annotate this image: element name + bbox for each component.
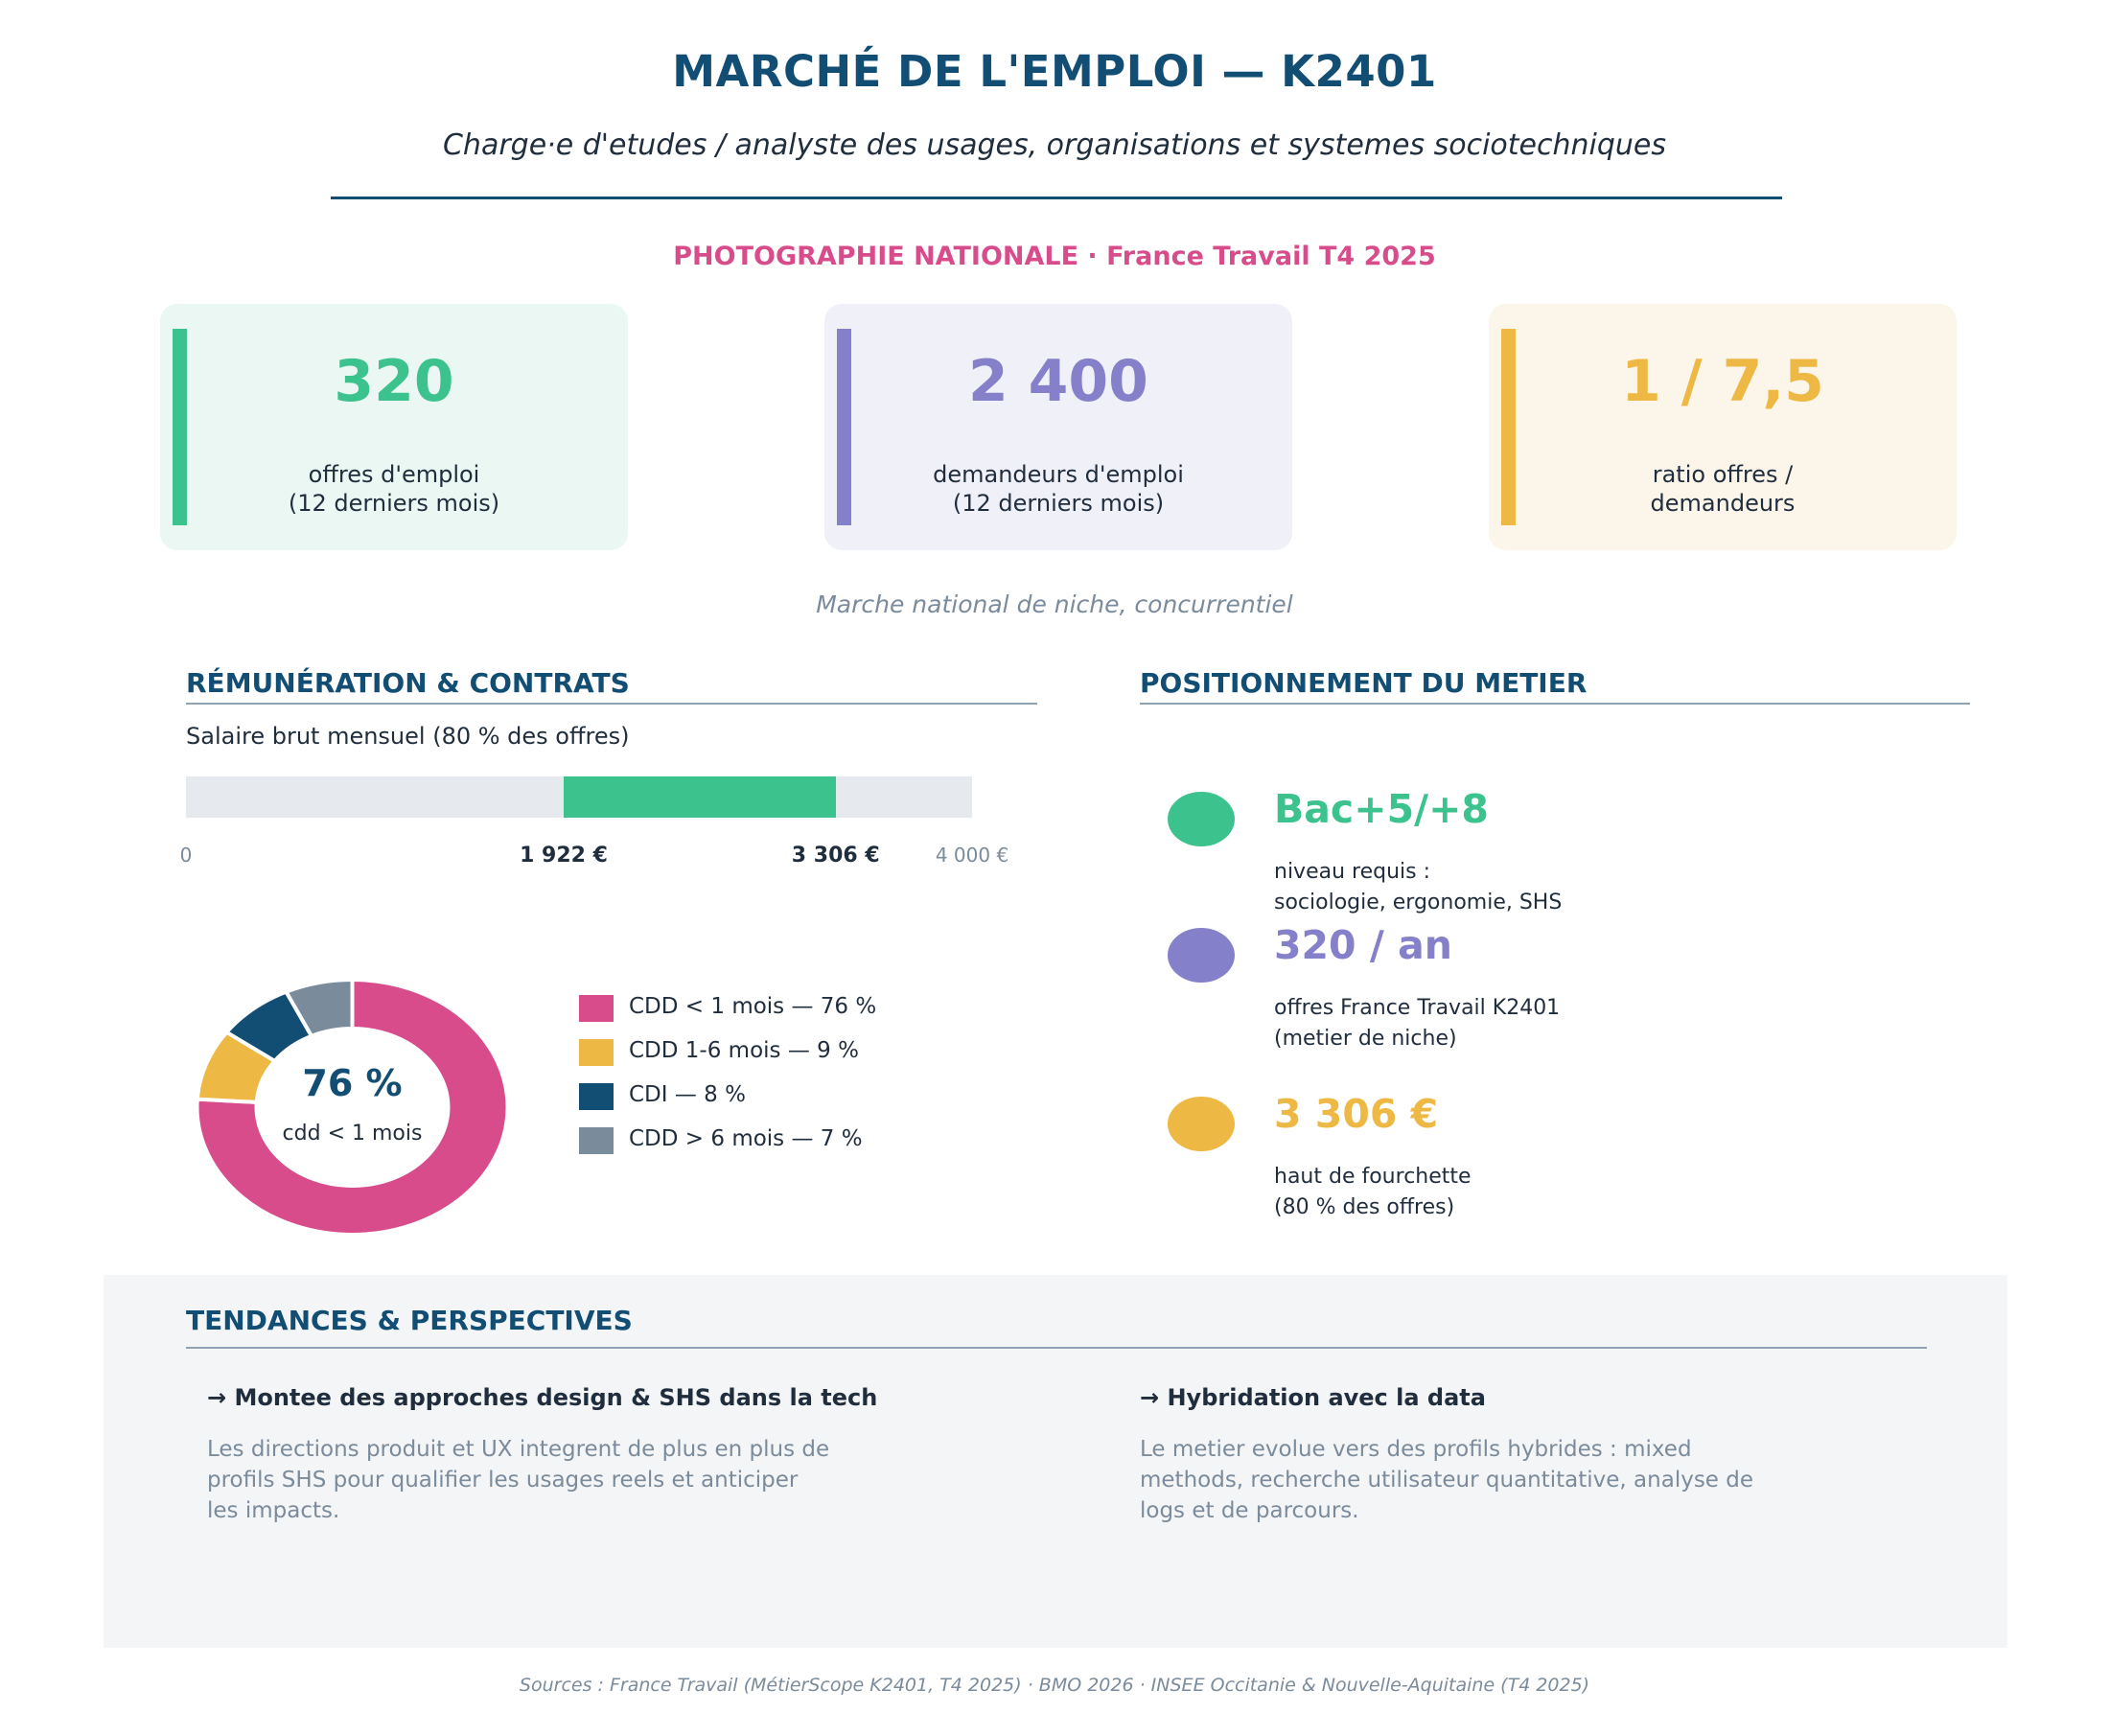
trend-heading: → Hybridation avec la data <box>1140 1384 1486 1411</box>
kpi-card-ratio: 1 / 7,5 ratio offres / demandeurs <box>1489 304 1957 550</box>
kpi-label-line: (12 derniers mois) <box>288 490 500 517</box>
trends-panel <box>104 1275 2007 1648</box>
position-desc: niveau requis : sociologie, ergonomie, S… <box>1274 857 1562 918</box>
section-title-tendances: TENDANCES & PERSPECTIVES <box>186 1305 633 1336</box>
kpi-label-line: offres d'emploi <box>308 461 480 488</box>
salary-axis-max: 4 000 € <box>935 844 1009 867</box>
trend-body-line: logs et de parcours. <box>1140 1498 1359 1523</box>
kpi-label: offres d'emploi (12 derniers mois) <box>160 460 628 518</box>
legend-label: CDD > 6 mois — 7 % <box>629 1126 863 1151</box>
legend-swatch <box>579 1083 614 1110</box>
trend-body: Le metier evolue vers des profils hybrid… <box>1140 1434 1792 1526</box>
donut-center-value: 76 % <box>302 1062 402 1104</box>
donut-slice-cdd-1-mois <box>195 977 510 1237</box>
salary-range-track <box>186 776 972 818</box>
trend-body-line: profils SHS pour qualifier les usages re… <box>207 1468 799 1493</box>
legend-label: CDD < 1 mois — 76 % <box>629 994 877 1019</box>
kpi-accent-bar <box>1501 329 1516 525</box>
position-value: 320 / an <box>1274 922 1452 968</box>
kpi-value: 2 400 <box>968 348 1148 415</box>
position-desc-line: sociologie, ergonomie, SHS <box>1274 891 1563 914</box>
salary-low-label: 1 922 € <box>520 844 608 868</box>
position-desc-line: niveau requis : <box>1274 860 1431 884</box>
section-divider <box>1140 703 1970 705</box>
section-title-positionnement: POSITIONNEMENT DU METIER <box>1140 667 1588 699</box>
contract-donut-chart: 76 % cdd < 1 mois <box>195 977 510 1237</box>
trend-body-line: Le metier evolue vers des profils hybrid… <box>1140 1437 1692 1462</box>
position-desc-line: (metier de niche) <box>1274 1027 1457 1051</box>
indicator-dot <box>1168 928 1235 983</box>
kpi-label: ratio offres / demandeurs <box>1489 460 1957 518</box>
position-value: Bac+5/+8 <box>1274 786 1489 832</box>
kpi-value: 320 <box>334 348 454 415</box>
sources-footnote: Sources : France Travail (MétierScope K2… <box>519 1675 1590 1696</box>
legend-swatch <box>579 1127 614 1154</box>
kpi-accent-bar <box>173 329 187 525</box>
position-desc-line: (80 % des offres) <box>1274 1195 1455 1219</box>
section-divider <box>186 703 1037 705</box>
indicator-dot <box>1168 1097 1235 1151</box>
indicator-dot <box>1168 792 1235 846</box>
kpi-label-line: (12 derniers mois) <box>952 490 1165 517</box>
donut-center-label: cdd < 1 mois <box>283 1122 423 1146</box>
position-desc: haut de fourchette (80 % des offres) <box>1274 1162 1472 1223</box>
section-divider <box>186 1347 1927 1349</box>
position-desc-line: haut de fourchette <box>1274 1165 1472 1189</box>
position-desc-line: offres France Travail K2401 <box>1274 996 1561 1020</box>
salary-axis-min: 0 <box>179 844 193 867</box>
donut-slices <box>195 977 510 1237</box>
legend-swatch <box>579 995 614 1022</box>
section-kicker: PHOTOGRAPHIE NATIONALE · France Travail … <box>673 242 1436 271</box>
trend-body-line: Les directions produit et UX integrent d… <box>207 1437 830 1462</box>
salary-range-fill <box>564 776 836 818</box>
position-desc: offres France Travail K2401 (metier de n… <box>1274 993 1560 1054</box>
kpi-card-offres: 320 offres d'emploi (12 derniers mois) <box>160 304 628 550</box>
page-subtitle: Charge·e d'etudes / analyste des usages,… <box>442 128 1667 162</box>
kpi-value: 1 / 7,5 <box>1621 348 1824 415</box>
trend-heading: → Montee des approches design & SHS dans… <box>207 1384 878 1411</box>
kpi-label-line: demandeurs <box>1650 490 1796 517</box>
trend-body-line: methods, recherche utilisateur quantitat… <box>1140 1468 1754 1493</box>
trend-body: Les directions produit et UX integrent d… <box>207 1434 859 1526</box>
page-title: MARCHÉ DE L'EMPLOI — K2401 <box>672 46 1437 97</box>
kpi-accent-bar <box>837 329 851 525</box>
kpi-card-demandeurs: 2 400 demandeurs d'emploi (12 derniers m… <box>824 304 1292 550</box>
kpi-note: Marche national de niche, concurrentiel <box>816 590 1293 618</box>
donut-slice-cdd-6-mois <box>283 977 355 1039</box>
kpi-label-line: ratio offres / <box>1652 461 1794 488</box>
section-title-remuneration: RÉMUNÉRATION & CONTRATS <box>186 667 630 699</box>
kpi-label-line: demandeurs d'emploi <box>933 461 1184 488</box>
legend-swatch <box>579 1039 614 1066</box>
kpi-label: demandeurs d'emploi (12 derniers mois) <box>824 460 1292 518</box>
trend-body-line: les impacts. <box>207 1498 340 1523</box>
salary-high-label: 3 306 € <box>791 844 880 868</box>
header-divider <box>331 197 1782 199</box>
salary-label: Salaire brut mensuel (80 % des offres) <box>186 723 630 750</box>
position-value: 3 306 € <box>1274 1091 1439 1137</box>
legend-label: CDI — 8 % <box>629 1082 746 1107</box>
legend-label: CDD 1-6 mois — 9 % <box>629 1038 859 1063</box>
